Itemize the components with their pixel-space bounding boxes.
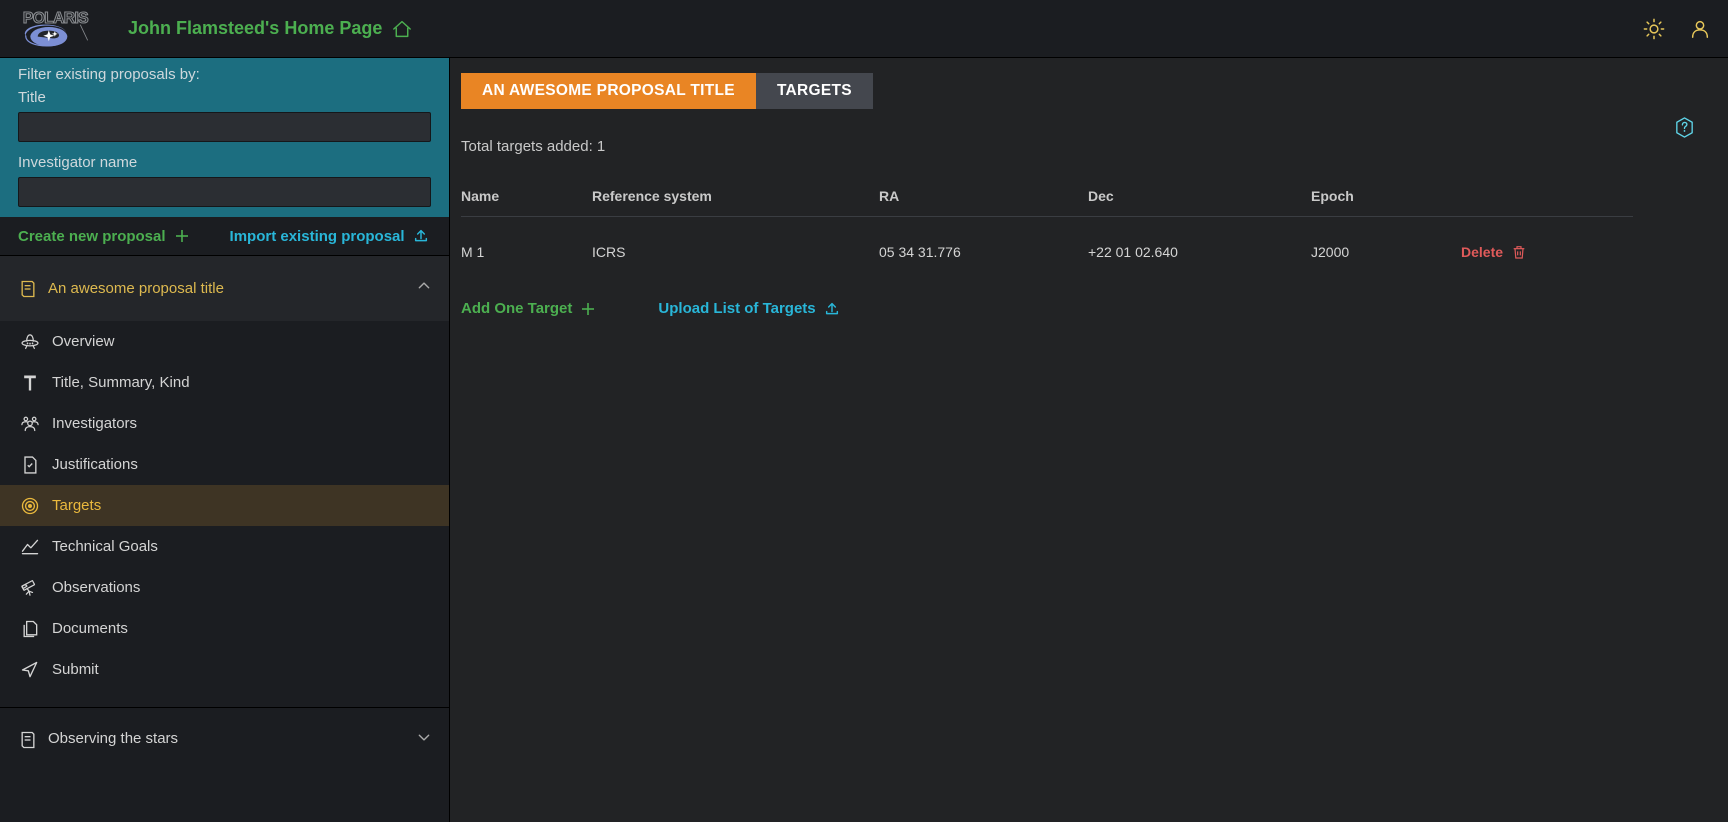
svg-text:POLARIS: POLARIS	[23, 9, 88, 26]
